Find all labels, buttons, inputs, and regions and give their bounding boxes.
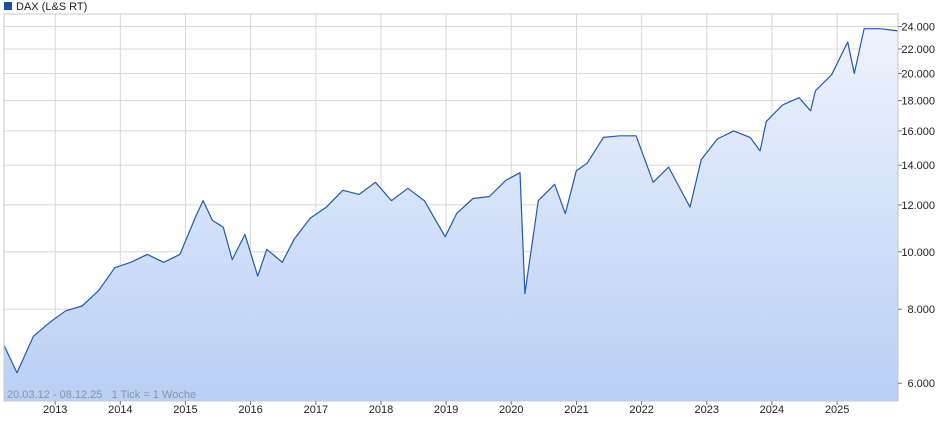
- y-tick-label: 24.000: [901, 22, 935, 34]
- y-tick-label: 22.000: [901, 44, 935, 56]
- x-tick-label: 2018: [369, 404, 393, 416]
- y-tick-label: 14.000: [901, 160, 935, 172]
- x-tick-label: 2013: [43, 404, 67, 416]
- y-tick-label: 16.000: [901, 126, 935, 138]
- y-axis: 6.000 8.000 10.000 12.000 14.000 16.000 18.000…: [898, 22, 935, 390]
- x-tick-label: 2019: [434, 404, 458, 416]
- y-tick-label: 20.000: [901, 68, 935, 80]
- x-tick-label: 2021: [564, 404, 588, 416]
- y-tick-label: 18.000: [901, 96, 935, 108]
- x-tick-label: 2014: [108, 404, 132, 416]
- x-tick-label: 2016: [238, 404, 262, 416]
- series-area-fill: [4, 28, 898, 401]
- x-tick-label: 2024: [760, 404, 784, 416]
- y-tick-label: 10.000: [901, 247, 935, 259]
- y-tick-label: 8.000: [907, 304, 935, 316]
- plot-frame: [3, 13, 899, 402]
- legend: DAX (L&S RT): [4, 1, 87, 13]
- x-tick-label: 2022: [629, 404, 653, 416]
- x-tick-label: 2020: [499, 404, 523, 416]
- legend-swatch: [4, 2, 12, 10]
- series-line: [4, 28, 898, 374]
- x-tick-label: 2017: [304, 404, 328, 416]
- y-tick-label: 12.000: [901, 200, 935, 212]
- x-tick-label: 2015: [173, 404, 197, 416]
- legend-label: DAX (L&S RT): [16, 1, 87, 13]
- x-tick-label: 2025: [825, 404, 849, 416]
- x-axis: 2013 2014 2015 2016 2017 2018 2019 2020 2021 2022…: [43, 401, 849, 416]
- y-tick-label: 6.000: [907, 378, 935, 390]
- date-range-label: 20.03.12 - 08.12.25 1 Tick = 1 Woche: [7, 389, 196, 401]
- x-tick-label: 2023: [695, 404, 719, 416]
